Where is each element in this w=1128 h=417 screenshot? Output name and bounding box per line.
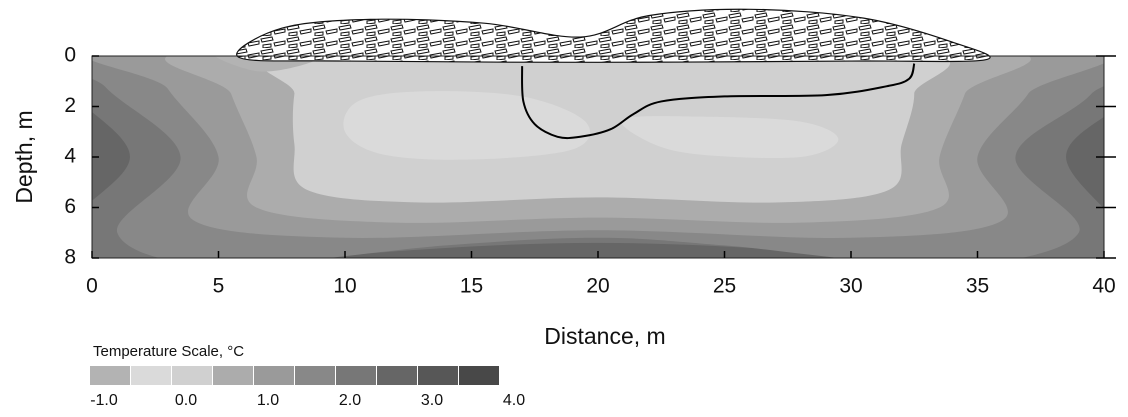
colorbar-tick-label: 1.0	[257, 392, 279, 409]
y-tick-label: 8	[64, 246, 76, 269]
colorbar-swatch	[131, 366, 171, 385]
x-tick-label: 10	[333, 275, 356, 298]
colorbar-swatch	[295, 366, 335, 385]
contour-field	[92, 56, 1104, 258]
x-tick-label: 20	[586, 275, 609, 298]
colorbar-tick-label: 3.0	[421, 392, 443, 409]
x-tick-label: 0	[86, 275, 98, 298]
embankment	[236, 8, 991, 63]
x-tick-label: 30	[839, 275, 862, 298]
colorbar-swatch	[172, 366, 212, 385]
y-tick-label: 2	[64, 94, 76, 117]
colorbar-tick-label: -1.0	[90, 392, 118, 409]
contour-band	[621, 116, 839, 159]
colorbar-tick-label: 2.0	[339, 392, 361, 409]
thaw-boundary	[521, 63, 916, 140]
x-tick-label: 15	[460, 275, 483, 298]
colorbar-swatch	[459, 366, 499, 385]
colorbar-swatch	[90, 366, 130, 385]
colorbar-tick-label: 0.0	[175, 392, 197, 409]
colorbar-swatch	[254, 366, 294, 385]
x-tick-label: 25	[713, 275, 736, 298]
y-tick-label: 6	[64, 195, 76, 218]
y-tick-label: 4	[64, 145, 76, 168]
colorbar-swatch	[377, 366, 417, 385]
x-tick-label: 5	[213, 275, 225, 298]
colorbar-swatch	[336, 366, 376, 385]
x-tick-label: 40	[1092, 275, 1115, 298]
colorbar-swatch	[418, 366, 458, 385]
colorbar-tick-label: 4.0	[503, 392, 525, 409]
x-tick-label: 35	[966, 275, 989, 298]
y-tick-label: 0	[64, 44, 76, 67]
colorbar-swatch	[213, 366, 253, 385]
colorbar-title: Temperature Scale, °C	[93, 343, 244, 360]
x-axis-label: Distance, m	[544, 323, 665, 349]
contour-band	[343, 91, 591, 160]
y-axis-label: Depth, m	[11, 110, 37, 203]
